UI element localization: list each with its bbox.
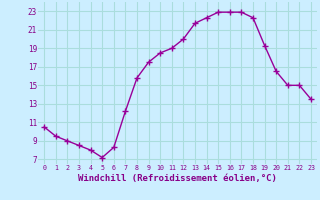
- X-axis label: Windchill (Refroidissement éolien,°C): Windchill (Refroidissement éolien,°C): [78, 174, 277, 183]
